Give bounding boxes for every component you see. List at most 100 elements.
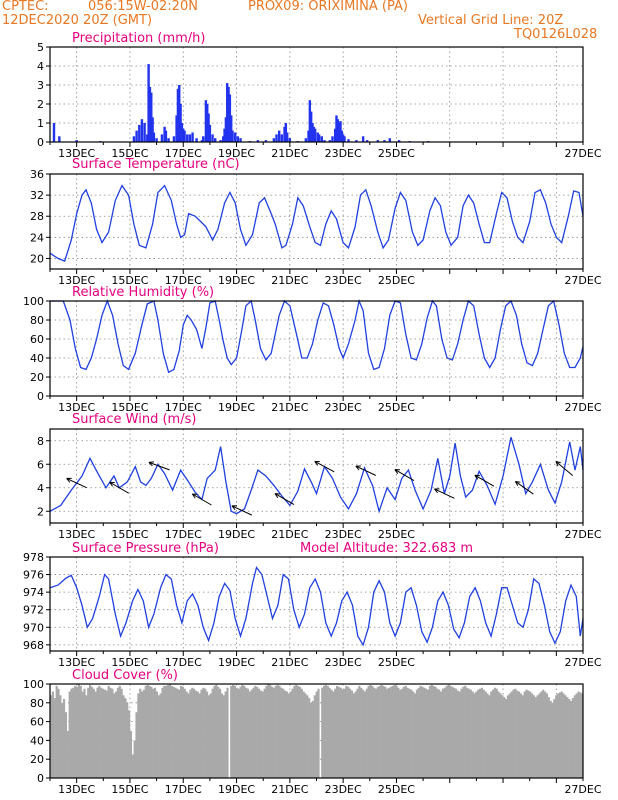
precip-bar: [283, 126, 286, 142]
cloud-bar: [196, 691, 199, 778]
precip-bar: [143, 123, 146, 142]
cloud-bar: [128, 710, 131, 778]
cloud-bar: [332, 691, 335, 778]
pres-ytick-label: 976: [23, 569, 44, 582]
precip-bar: [160, 134, 164, 142]
wind-arrow-head: [474, 474, 479, 480]
cloud-bar: [525, 689, 528, 778]
precip-bar: [228, 94, 232, 142]
cloud-bar: [215, 684, 218, 778]
precip-bar: [272, 138, 276, 142]
cloud-bar: [163, 685, 166, 778]
pres-xtick-label: 15DEC: [111, 656, 148, 669]
cloud-bar: [430, 684, 433, 778]
cloud-bar: [87, 687, 90, 778]
cloud-bar: [401, 688, 404, 778]
wind-panel: Surface Wind (m/s) 2 4 6 8 13DEC 15DEC 17DEC 19D…: [37, 412, 602, 541]
cloud-bar: [152, 688, 155, 778]
pres-xtick-label: 17DEC: [165, 656, 202, 669]
cloud-bar: [328, 687, 331, 778]
cloud-bar: [272, 687, 276, 778]
cloud-bar: [336, 685, 339, 778]
precip-bar: [355, 140, 358, 142]
precip-bar: [275, 134, 278, 142]
cloud-bar: [323, 685, 326, 778]
pres-title: Surface Pressure (hPa): [72, 541, 219, 556]
wind-arrow: [109, 481, 130, 494]
cloud-bar: [347, 686, 350, 778]
rh-xtick-label: 27DEC: [564, 401, 601, 414]
cloud-bar: [57, 688, 60, 778]
wind-arrow-head: [66, 478, 71, 483]
precip-bar: [343, 136, 346, 142]
temp-xtick-label: 13DEC: [58, 274, 95, 287]
cloud-xtick-label: 27DEC: [564, 783, 601, 796]
cloud-bar: [415, 689, 419, 778]
precip-xtick-label: 13DEC: [58, 147, 95, 160]
cloud-bar: [59, 695, 62, 778]
cloud-bar: [105, 690, 108, 778]
cloud-bar: [306, 695, 309, 778]
precip-bar: [146, 134, 149, 142]
cloud-bar: [360, 687, 363, 778]
cloud-bar: [107, 685, 110, 778]
precip-bar: [328, 140, 332, 142]
cloud-bar: [55, 685, 58, 778]
precip-bar: [191, 132, 194, 142]
precip-bar: [179, 104, 182, 142]
cloud-bar: [570, 700, 573, 778]
rh-xtick-label: 19DEC: [218, 401, 255, 414]
cloud-bar: [521, 695, 524, 778]
pres-xtick-label: 21DEC: [271, 656, 308, 669]
wind-xtick-label: 15DEC: [111, 528, 148, 541]
cloud-bar: [176, 688, 179, 778]
precip-bar: [182, 128, 185, 142]
temp-series-line: [49, 184, 584, 262]
cloud-bar: [126, 702, 129, 778]
cloud-bar: [432, 685, 435, 778]
wind-arrow-head: [109, 481, 113, 487]
precip-bar: [313, 128, 317, 142]
precip-bar: [336, 119, 340, 142]
cloud-bar: [284, 690, 287, 778]
cloud-bar: [436, 688, 439, 778]
cloud-bar: [345, 685, 348, 778]
cloud-bar: [492, 689, 495, 778]
cloud-bar: [310, 702, 313, 778]
precip-bar: [208, 124, 212, 142]
cloud-bar: [356, 688, 359, 778]
precip-bar: [175, 115, 178, 142]
cloud-bar: [575, 693, 578, 778]
cloud-bar: [419, 685, 422, 778]
cloud-bar: [187, 693, 190, 778]
wind-xtick-label: 21DEC: [271, 528, 308, 541]
cloud-bar: [64, 712, 68, 778]
cloud-bar: [350, 690, 354, 778]
cloud-bar: [193, 688, 196, 778]
wind-arrow-head: [355, 465, 360, 471]
cloud-bar: [100, 687, 103, 778]
precip-bar: [340, 130, 344, 142]
wind-ytick-label: 8: [37, 435, 44, 448]
cloud-bar: [181, 686, 185, 778]
cloud-bar: [302, 691, 305, 778]
cloud-bar: [363, 691, 367, 778]
rh-xtick-label: 25DEC: [378, 401, 415, 414]
pres-panel: Surface Pressure (hPa) Model Altitude: 32…: [23, 541, 602, 669]
wind-arrow-head: [515, 480, 521, 483]
rh-ytick-label: 20: [30, 371, 44, 384]
precip-bar: [155, 138, 158, 142]
precip-ytick-label: 1: [37, 117, 44, 130]
cloud-bar: [577, 691, 580, 778]
precip-xtick-label: 19DEC: [218, 147, 255, 160]
cloud-xtick-label: 17DEC: [165, 783, 202, 796]
cloud-bar: [469, 689, 472, 778]
cloud-bar: [566, 697, 569, 778]
cloud-bar: [523, 691, 526, 778]
wind-xtick-label: 23DEC: [325, 528, 362, 541]
cloud-bar: [282, 688, 285, 778]
cloud-bar: [207, 695, 211, 778]
cloud-ytick-label: 80: [30, 697, 44, 710]
cloud-bar: [410, 689, 413, 778]
wind-arrow: [515, 481, 534, 495]
